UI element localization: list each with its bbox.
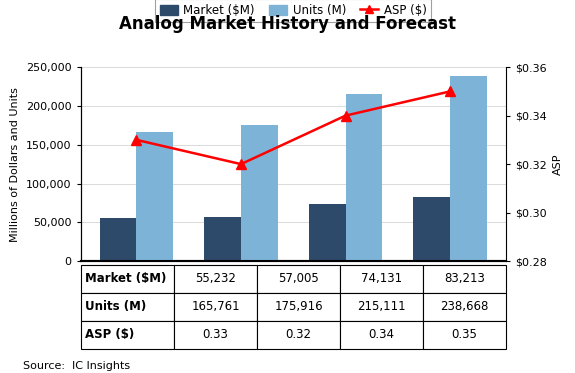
Bar — [241, 125, 278, 261]
Bar — [136, 132, 173, 261]
Bar — [204, 217, 241, 261]
Bar — [346, 94, 382, 261]
Bar — [413, 197, 450, 261]
Bar — [309, 204, 346, 261]
Text: Source:  IC Insights: Source: IC Insights — [23, 361, 130, 371]
Text: Analog Market History and Forecast: Analog Market History and Forecast — [119, 15, 456, 33]
Bar — [450, 76, 486, 261]
Y-axis label: ASP: ASP — [553, 153, 562, 175]
Y-axis label: Millions of Dollars and Units: Millions of Dollars and Units — [10, 87, 20, 242]
Legend: Market ($M), Units (M), ASP ($): Market ($M), Units (M), ASP ($) — [155, 0, 431, 22]
Bar — [100, 218, 136, 261]
